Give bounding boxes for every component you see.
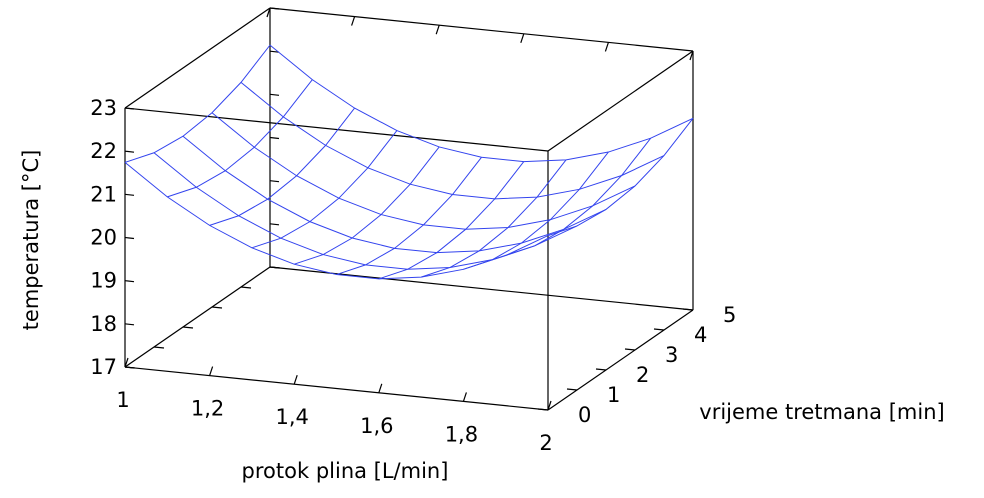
z-tick [124,150,135,153]
y-tick-label: 2 [636,363,649,387]
x-tick [209,366,214,376]
z-tick-label: 22 [90,139,117,163]
surface-column [167,79,313,198]
z-tick [269,7,280,10]
surface-column [505,137,652,256]
surface-column [420,159,567,278]
x-tick-label: 2 [539,431,552,455]
z-tick-label: 19 [90,269,117,293]
z-tick-label: 18 [90,312,117,336]
y-tick [211,306,223,309]
z-tick-label: 23 [90,96,117,120]
surface-column [378,161,525,280]
x-tick-label: 1,8 [445,422,478,446]
box-edge [124,266,271,368]
y-tick [269,266,281,269]
surface-row [240,82,665,200]
y-tick-label: 0 [578,403,591,427]
y-tick-label: 1 [607,383,620,407]
box-edge [124,7,271,109]
surface-column [547,118,694,237]
y-tick [153,346,165,349]
box-edge [269,7,694,52]
surface-row [211,112,636,230]
x-tick [689,50,694,61]
y-tick [595,368,607,371]
z-tick [269,50,280,53]
x-tick [293,375,298,385]
surface-column [209,107,355,226]
surface-column [294,146,440,265]
x-tick-label: 1,2 [191,397,224,421]
box-edge [547,50,694,152]
z-tick [124,107,135,110]
z-tick-label: 20 [90,226,117,250]
z-tick [124,236,135,240]
y-tick [624,348,636,351]
x-axis-title: protok plina [L/min] [242,459,449,483]
y-tick [537,408,549,411]
surface-column [251,130,398,249]
x-tick [520,33,525,43]
x-tick [378,383,383,393]
y-tick-label: 3 [665,343,678,367]
x-tick [547,400,552,411]
x-tick [604,42,609,52]
z-tick [124,280,135,283]
x-tick [435,25,440,35]
box-edge [547,309,694,411]
y-tick [653,328,665,331]
x-tick [351,16,356,26]
y-tick [566,388,578,391]
surface-column [463,151,609,270]
surface-column [124,44,271,163]
z-tick [269,223,280,226]
x-tick-label: 1 [116,388,129,412]
z-tick [124,193,135,196]
z-tick [124,323,135,326]
z-axis-title: temperatura [°C] [19,150,43,331]
x-tick-label: 1,6 [360,414,393,438]
box-edge [269,266,694,311]
z-tick [269,180,280,183]
y-axis-title: vrijeme tretmana [min] [699,400,944,424]
x-tick-label: 1,4 [275,405,308,429]
z-tick [269,93,280,96]
y-tick [240,286,252,289]
x-tick [462,392,467,402]
z-tick-label: 21 [90,182,117,206]
z-tick [269,136,280,140]
y-tick-label: 5 [723,303,736,327]
x-tick [266,7,271,18]
y-tick [124,366,136,369]
surface-column [336,156,482,276]
z-tick-label: 17 [90,355,117,379]
box-edge [124,366,549,411]
x-tick [124,357,129,368]
y-tick [182,326,194,329]
y-tick-label: 4 [694,323,707,347]
y-tick [682,308,694,311]
box-edge [124,107,549,152]
